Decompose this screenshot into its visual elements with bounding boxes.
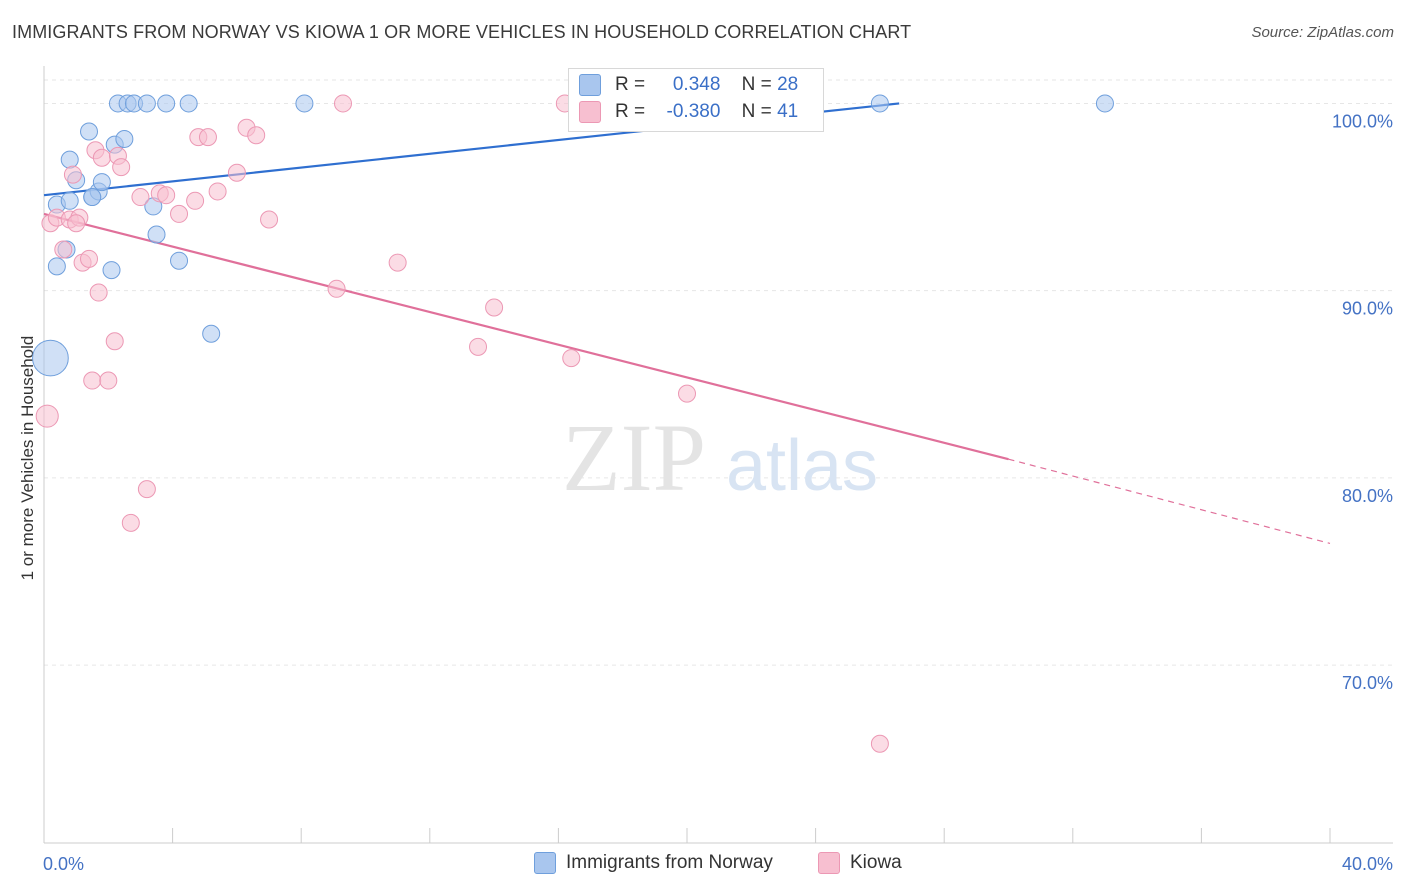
point-series-1-21 — [186, 191, 205, 210]
point-series-1-38 — [121, 513, 140, 532]
y-tick-label-3: 70.0% — [1342, 673, 1393, 693]
point-series-1-12 — [105, 332, 124, 351]
point-series-0-16 — [137, 94, 156, 113]
point-series-1-10 — [89, 283, 108, 302]
point-series-1-17 — [131, 188, 150, 207]
point-series-1-27 — [247, 126, 266, 145]
point-series-1-30 — [333, 94, 352, 113]
trend-line-dashed-series-1 — [1008, 458, 1331, 545]
legend-row-kiowa: R = -0.380 N = 41 — [579, 101, 798, 127]
point-series-0-23 — [202, 324, 221, 343]
axes — [43, 66, 1393, 844]
point-series-1-39 — [35, 404, 59, 428]
point-series-0-17 — [157, 94, 176, 113]
legend-swatch-norway — [579, 74, 601, 96]
point-series-0-9 — [92, 173, 111, 192]
point-series-1-14 — [112, 158, 131, 177]
point-series-1-32 — [469, 337, 488, 356]
point-series-1-23 — [198, 128, 217, 147]
point-series-0-27 — [83, 188, 102, 207]
point-series-1-40 — [870, 734, 889, 753]
point-series-1-36 — [678, 384, 696, 403]
point-series-0-10 — [102, 261, 121, 280]
point-series-1-15 — [83, 371, 102, 390]
legend-label-kiowa: Kiowa — [850, 852, 902, 873]
series-legend-kiowa[interactable]: Kiowa — [818, 852, 902, 878]
point-series-0-3 — [60, 191, 79, 210]
point-series-0-19 — [295, 94, 314, 113]
point-series-0-4 — [60, 150, 79, 169]
x-tick-label-max: 40.0% — [1342, 854, 1393, 874]
y-tick-label-0: 100.0% — [1332, 111, 1393, 131]
point-series-1-35 — [562, 349, 581, 368]
legend-row-norway: R = 0.348 N = 28 — [579, 74, 798, 100]
series-legend-norway[interactable]: Immigrants from Norway — [534, 852, 773, 878]
legend-n-value-kiowa: 41 — [777, 101, 799, 122]
legend-r-value-kiowa: -0.380 — [666, 101, 721, 122]
chart-title: IMMIGRANTS FROM NORWAY VS KIOWA 1 OR MOR… — [12, 22, 912, 42]
y-tick-label-2: 80.0% — [1342, 486, 1393, 506]
trend-line-series-1 — [43, 212, 1009, 461]
point-series-1-11 — [92, 148, 111, 167]
x-tick-labels: 0.0% 40.0% — [43, 854, 1393, 874]
point-series-1-28 — [260, 210, 279, 229]
legend-label-norway: Immigrants from Norway — [566, 852, 773, 873]
point-series-1-24 — [208, 182, 227, 201]
point-series-0-5 — [80, 122, 99, 141]
legend-n-value-norway: 28 — [777, 74, 799, 95]
watermark-atlas: atlas — [726, 426, 878, 506]
point-series-1-16 — [99, 371, 118, 390]
point-series-0-18 — [179, 94, 198, 113]
point-series-0-24 — [32, 339, 69, 377]
point-series-1-2 — [54, 240, 73, 259]
legend-r-label: R = — [615, 74, 646, 95]
legend-r-label: R = — [615, 101, 646, 122]
gridlines — [44, 79, 1393, 666]
point-series-1-29 — [327, 279, 346, 298]
point-series-1-37 — [137, 480, 156, 499]
point-series-1-33 — [485, 298, 504, 317]
point-series-1-4 — [63, 165, 82, 184]
watermark: ZIP atlas — [562, 404, 878, 511]
point-series-0-1 — [47, 257, 66, 276]
legend-r-value-norway: 0.348 — [672, 74, 721, 95]
chart-source: Source: ZipAtlas.com — [1251, 24, 1394, 41]
point-series-0-22 — [170, 251, 189, 270]
point-series-1-6 — [67, 214, 86, 233]
correlation-legend: R = 0.348 N = 28 R = -0.380 N = 41 — [568, 68, 824, 132]
legend-swatch-norway — [534, 852, 556, 874]
x-tick-label-min: 0.0% — [43, 854, 84, 874]
point-series-1-31 — [388, 253, 407, 272]
watermark-zip: ZIP — [562, 404, 706, 511]
legend-swatch-kiowa — [818, 852, 840, 874]
legend-swatch-kiowa — [579, 101, 601, 123]
point-series-1-8 — [80, 249, 99, 268]
point-series-0-26 — [1095, 94, 1114, 113]
point-series-0-21 — [147, 225, 166, 244]
point-series-0-12 — [115, 130, 134, 149]
point-series-0-25 — [870, 94, 889, 113]
point-series-1-19 — [157, 186, 176, 205]
point-series-1-20 — [170, 204, 189, 223]
point-series-1-25 — [227, 163, 246, 182]
y-tick-labels: 100.0% 90.0% 80.0% 70.0% — [1332, 111, 1393, 693]
legend-n-label: N = — [741, 74, 772, 95]
data-points — [32, 94, 1114, 753]
legend-n-label: N = — [741, 101, 772, 122]
y-tick-label-1: 90.0% — [1342, 299, 1393, 319]
